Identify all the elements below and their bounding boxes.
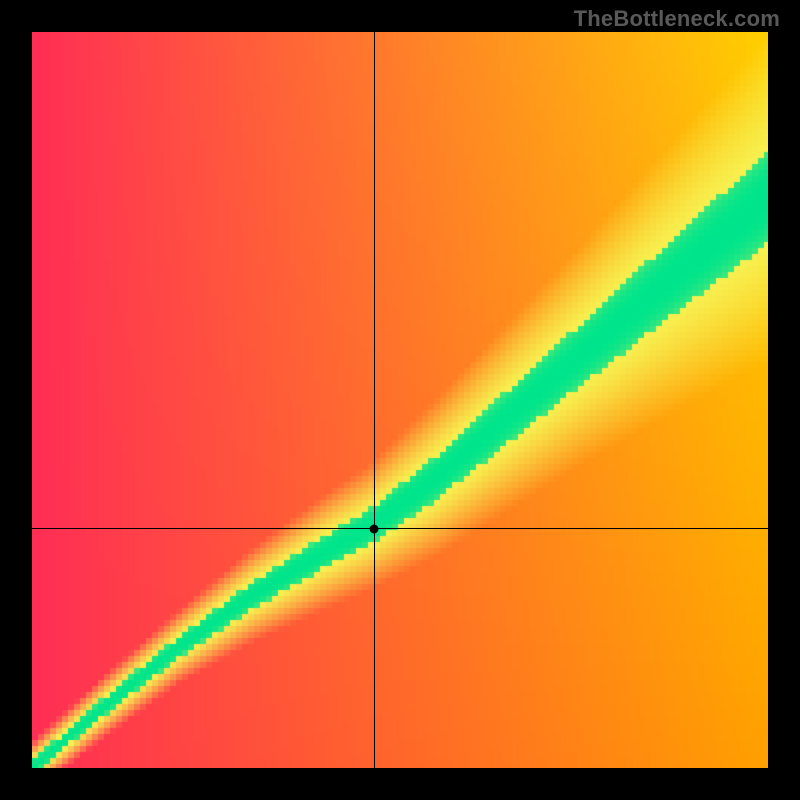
crosshair-marker <box>370 524 379 533</box>
chart-frame: TheBottleneck.com <box>0 0 800 800</box>
plot-area <box>32 32 768 768</box>
crosshair-vertical <box>374 32 375 768</box>
crosshair-horizontal <box>32 528 768 529</box>
heatmap-canvas <box>32 32 768 768</box>
watermark-text: TheBottleneck.com <box>574 6 780 32</box>
